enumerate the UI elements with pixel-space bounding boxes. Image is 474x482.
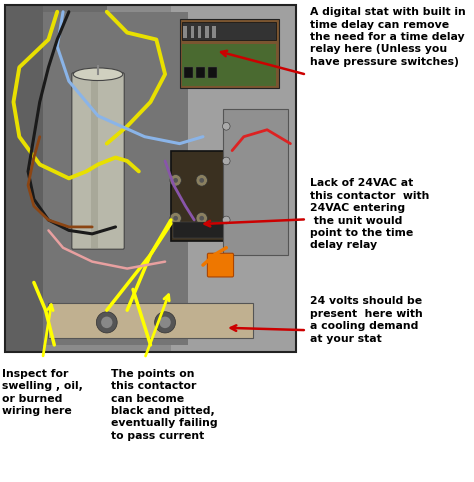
Text: A digital stat with built in
time delay can remove
the need for a time delay
rel: A digital stat with built in time delay … [310,7,466,67]
FancyBboxPatch shape [91,74,98,248]
FancyBboxPatch shape [171,150,235,241]
Circle shape [159,317,171,328]
FancyBboxPatch shape [207,253,234,277]
Circle shape [170,174,182,186]
FancyBboxPatch shape [171,5,296,352]
Circle shape [222,122,230,130]
Circle shape [101,317,112,328]
FancyBboxPatch shape [182,22,276,40]
FancyBboxPatch shape [72,73,124,249]
Ellipse shape [73,68,123,80]
FancyBboxPatch shape [182,44,276,86]
FancyBboxPatch shape [5,5,296,352]
Circle shape [200,216,204,221]
FancyBboxPatch shape [184,67,193,78]
FancyBboxPatch shape [5,5,43,352]
FancyBboxPatch shape [173,222,233,239]
FancyBboxPatch shape [205,26,209,38]
Text: 24 volts should be
present  here with
a cooling demand
at your stat: 24 volts should be present here with a c… [310,296,423,344]
Circle shape [196,174,208,186]
Circle shape [222,216,230,224]
Text: The points on
this contactor
can become
black and pitted,
eventually failing
to : The points on this contactor can become … [111,369,218,441]
FancyBboxPatch shape [212,26,216,38]
FancyBboxPatch shape [198,26,201,38]
Circle shape [196,213,208,224]
Text: Inspect for
swelling , oil,
or burned
wiring here: Inspect for swelling , oil, or burned wi… [2,369,83,416]
FancyBboxPatch shape [191,26,194,38]
Circle shape [173,178,178,183]
FancyBboxPatch shape [208,67,217,78]
FancyBboxPatch shape [180,19,279,88]
Circle shape [155,312,175,333]
Circle shape [96,312,117,333]
FancyBboxPatch shape [28,12,188,345]
Polygon shape [5,5,107,46]
FancyBboxPatch shape [223,109,288,254]
FancyBboxPatch shape [196,67,205,78]
Circle shape [170,213,182,224]
Circle shape [173,216,178,221]
FancyBboxPatch shape [48,303,253,338]
FancyBboxPatch shape [183,26,187,38]
Circle shape [222,157,230,165]
Circle shape [200,178,204,183]
Text: Lack of 24VAC at
this contactor  with
24VAC entering
 the unit would
point to th: Lack of 24VAC at this contactor with 24V… [310,178,430,250]
